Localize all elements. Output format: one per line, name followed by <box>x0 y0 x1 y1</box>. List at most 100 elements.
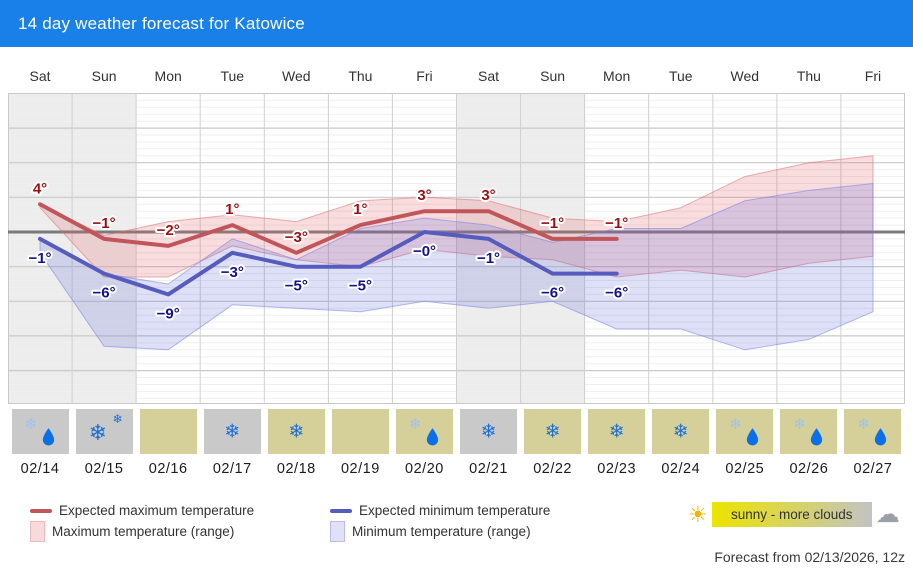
max-range-swatch <box>30 521 45 542</box>
weather-cell-02-23: ❄ <box>588 409 646 454</box>
day-of-week-label: Mon <box>603 68 631 84</box>
day-of-week-label: Thu <box>348 68 373 84</box>
legend-item-min-range: Minimum temperature (range) <box>330 521 531 542</box>
condition-label: sunny - more clouds <box>730 507 853 522</box>
day-of-week-label: Sun <box>540 68 566 84</box>
svg-text:−9°: −9° <box>157 305 180 322</box>
weather-cell-02-21: ❄ <box>460 409 518 454</box>
snowflake-icon: ❄ <box>288 421 305 442</box>
sun-icon: ☀ <box>688 501 708 527</box>
svg-text:−3°: −3° <box>285 229 308 246</box>
day-of-week-label: Fri <box>416 68 433 84</box>
snowflake-icon: ❄ <box>408 416 422 433</box>
date-label: 02/17 <box>212 461 252 477</box>
svg-text:−3°: −3° <box>221 264 244 281</box>
date-label: 02/18 <box>276 461 316 477</box>
raindrop-icon <box>426 428 439 446</box>
forecast-source-text: Forecast from 02/13/2026, 12z <box>714 549 905 565</box>
snowflake-icon: ❄ <box>24 416 38 433</box>
day-of-week-label: Sun <box>91 68 117 84</box>
date-label: 02/16 <box>148 461 188 477</box>
weather-cell-02-14: ❄ <box>11 409 69 454</box>
legend-max-range-label: Maximum temperature (range) <box>52 524 235 539</box>
date-label: 02/24 <box>661 461 701 477</box>
date-label: 02/22 <box>533 461 572 477</box>
svg-text:−2°: −2° <box>157 222 180 239</box>
raindrop-icon <box>747 428 759 446</box>
svg-text:−1°: −1° <box>605 215 628 232</box>
day-of-week-label: Sat <box>29 68 51 84</box>
raindrop-icon <box>875 428 887 446</box>
weather-cell-02-16 <box>139 409 197 454</box>
date-label: 02/21 <box>469 461 508 477</box>
day-of-week-label: Thu <box>796 68 821 84</box>
page-title: 14 day weather forecast for Katowice <box>18 13 305 33</box>
weather-cell-02-17: ❄ <box>203 409 261 454</box>
min-line-swatch <box>330 508 352 513</box>
legend-item-max-range: Maximum temperature (range) <box>30 521 234 542</box>
legend-item-min-line: Expected minimum temperature <box>330 503 550 518</box>
snowflake-icon: ❄ <box>112 412 123 426</box>
weather-cell-02-20: ❄ <box>395 409 453 454</box>
svg-text:−1°: −1° <box>541 215 564 232</box>
weather-cell-02-26: ❄ <box>780 409 838 454</box>
titlebar: 14 day weather forecast for Katowice <box>0 0 913 47</box>
legend-min-line-label: Expected minimum temperature <box>359 503 551 518</box>
snowflake-icon: ❄ <box>608 421 625 442</box>
day-of-week-label: Fri <box>864 68 882 84</box>
date-label: 02/23 <box>597 461 637 477</box>
condition-summary: ☀ sunny - more clouds ☁ <box>688 502 900 527</box>
svg-text:−6°: −6° <box>93 285 116 302</box>
raindrop-icon <box>42 428 54 446</box>
svg-text:−5°: −5° <box>285 278 308 295</box>
snowflake-icon: ❄ <box>544 421 561 442</box>
weather-cell-02-25: ❄ <box>716 409 774 454</box>
day-of-week-label: Sat <box>478 68 500 84</box>
min-range-swatch <box>330 521 345 542</box>
svg-text:−6°: −6° <box>605 285 628 302</box>
weather-cell-02-15: ❄ ❄ <box>75 409 133 454</box>
svg-text:−5°: −5° <box>349 278 372 295</box>
snowflake-icon: ❄ <box>224 421 241 442</box>
date-label: 02/19 <box>340 461 380 477</box>
weather-cell-02-18: ❄ <box>267 409 325 454</box>
date-label: 02/15 <box>84 461 124 477</box>
date-label: 02/25 <box>725 461 765 477</box>
svg-text:3°: 3° <box>481 187 495 204</box>
weather-cell-02-22: ❄ <box>524 409 582 454</box>
max-line-swatch <box>30 508 52 513</box>
day-of-week-label: Wed <box>282 68 311 84</box>
svg-text:1°: 1° <box>353 201 367 218</box>
temperature-chart: 4° −1° −2° 1° −3° 1° 3° 3° −1° −1° −1° −6° −9° −3° −5°… <box>8 93 905 404</box>
svg-text:−6°: −6° <box>541 285 564 302</box>
weather-cell-02-19 <box>331 409 389 454</box>
svg-text:4°: 4° <box>33 180 47 197</box>
cloud-icon: ☁ <box>875 500 900 528</box>
svg-text:−1°: −1° <box>477 250 500 267</box>
snowflake-icon: ❄ <box>793 416 806 433</box>
day-of-week-label: Tue <box>668 68 693 84</box>
day-of-week-label: Wed <box>730 68 760 84</box>
condition-bar: sunny - more clouds <box>711 502 872 527</box>
snowflake-icon: ❄ <box>857 416 870 433</box>
date-label: 02/27 <box>853 461 893 477</box>
date-label: 02/14 <box>20 461 60 477</box>
weather-cell-02-27: ❄ <box>844 409 902 454</box>
weather-cell-02-24: ❄ <box>652 409 710 454</box>
raindrop-icon <box>811 428 823 446</box>
svg-text:−1°: −1° <box>28 250 51 267</box>
date-label: 02/20 <box>405 461 444 477</box>
day-of-week-label: Tue <box>220 68 245 84</box>
snowflake-icon: ❄ <box>729 416 742 433</box>
legend-item-max-line: Expected maximum temperature <box>30 503 254 518</box>
svg-text:1°: 1° <box>225 201 239 218</box>
svg-text:−1°: −1° <box>93 215 116 232</box>
legend-max-line-label: Expected maximum temperature <box>59 503 255 518</box>
legend-min-range-label: Minimum temperature (range) <box>352 524 531 539</box>
snowflake-icon: ❄ <box>88 420 107 445</box>
snowflake-icon: ❄ <box>672 421 689 442</box>
svg-text:3°: 3° <box>417 187 431 204</box>
svg-text:−0°: −0° <box>413 243 436 260</box>
date-label: 02/26 <box>789 461 829 477</box>
